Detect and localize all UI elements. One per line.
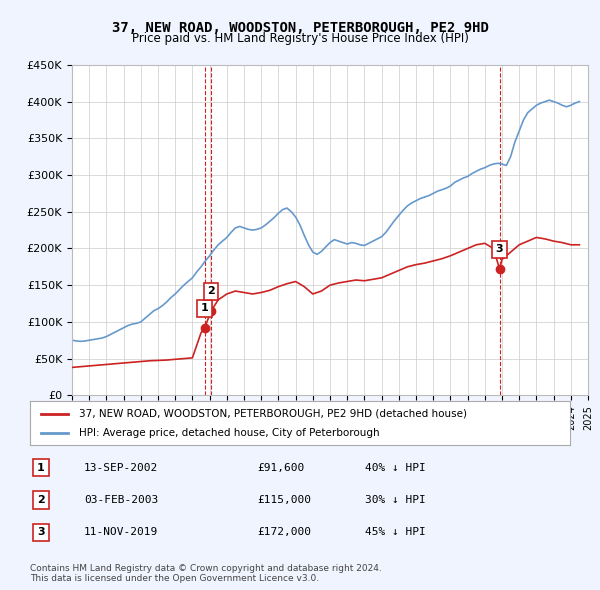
Text: Price paid vs. HM Land Registry's House Price Index (HPI): Price paid vs. HM Land Registry's House …: [131, 32, 469, 45]
Text: 45% ↓ HPI: 45% ↓ HPI: [365, 527, 425, 537]
Text: 3: 3: [496, 244, 503, 254]
Text: 2: 2: [37, 495, 44, 505]
Text: £115,000: £115,000: [257, 495, 311, 505]
Text: 37, NEW ROAD, WOODSTON, PETERBOROUGH, PE2 9HD (detached house): 37, NEW ROAD, WOODSTON, PETERBOROUGH, PE…: [79, 409, 467, 418]
Text: 03-FEB-2003: 03-FEB-2003: [84, 495, 158, 505]
Text: 1: 1: [201, 303, 208, 313]
Text: 1: 1: [37, 463, 44, 473]
Text: 3: 3: [37, 527, 44, 537]
Text: Contains HM Land Registry data © Crown copyright and database right 2024.
This d: Contains HM Land Registry data © Crown c…: [30, 563, 382, 583]
Text: 40% ↓ HPI: 40% ↓ HPI: [365, 463, 425, 473]
Text: 37, NEW ROAD, WOODSTON, PETERBOROUGH, PE2 9HD: 37, NEW ROAD, WOODSTON, PETERBOROUGH, PE…: [112, 21, 488, 35]
Text: 2: 2: [207, 286, 215, 296]
Text: 13-SEP-2002: 13-SEP-2002: [84, 463, 158, 473]
Text: 30% ↓ HPI: 30% ↓ HPI: [365, 495, 425, 505]
Text: 11-NOV-2019: 11-NOV-2019: [84, 527, 158, 537]
Text: £172,000: £172,000: [257, 527, 311, 537]
Text: HPI: Average price, detached house, City of Peterborough: HPI: Average price, detached house, City…: [79, 428, 379, 438]
Text: £91,600: £91,600: [257, 463, 304, 473]
